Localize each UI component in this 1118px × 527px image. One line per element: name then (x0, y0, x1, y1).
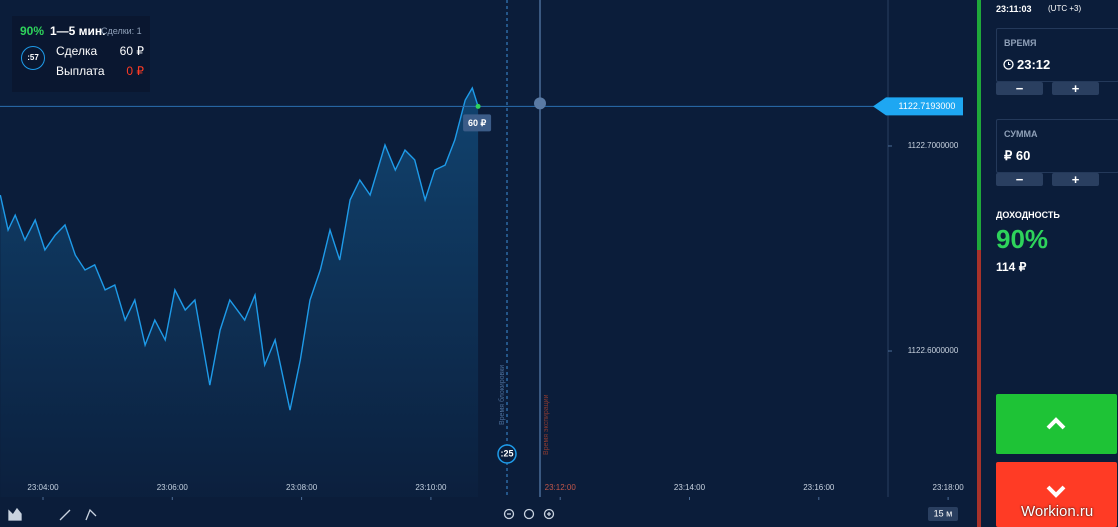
x-tick-label: 23:12:00 (545, 483, 577, 492)
down-button[interactable] (996, 462, 1117, 527)
y-tick-label: 1122.6000000 (908, 346, 959, 355)
time-field[interactable]: ВРЕМЯ 23:12 (996, 28, 1118, 82)
countdown-ring (497, 444, 517, 464)
payout-label: Выплата (56, 64, 105, 78)
clock: 23:11:03 (996, 4, 1032, 14)
timeframe-button[interactable] (928, 507, 958, 521)
toolbar[interactable] (8, 507, 555, 521)
buy-tag-bg (463, 114, 492, 132)
amount-value: ₽ 60 (1004, 148, 1031, 163)
up-button[interactable] (996, 394, 1117, 454)
deal-value: 60 ₽ (119, 44, 144, 58)
payout-value: 0 ₽ (126, 64, 144, 78)
deal-panel: 90% 1—5 мин. Сделки: 1 :57 Сделка 60 ₽ В… (12, 16, 150, 92)
price-area (0, 88, 479, 497)
price-tag-label: 1122.7193000 (899, 101, 956, 111)
time-plus[interactable]: + (1052, 82, 1099, 95)
watermark: Workion.ru (1021, 503, 1094, 520)
y-tick-label: 1122.7000000 (908, 141, 959, 150)
lock-label: Время блокировки (498, 365, 506, 425)
price-tag (873, 97, 963, 116)
time-value: 23:12 (1017, 57, 1051, 72)
amount-plus[interactable]: + (1052, 173, 1099, 186)
chart: Время блокировки Время экспирации :25 15… (0, 0, 965, 521)
buy-tag: 60 ₽ (468, 118, 487, 128)
x-tick-label: 23:14:00 (674, 483, 706, 492)
yield-percent: 90% (996, 224, 1049, 254)
sentiment-up (977, 0, 981, 250)
timezone: (UTC +3) (1048, 4, 1082, 13)
amount-field[interactable]: СУММА ₽ 60 (996, 119, 1118, 173)
sidebar: 23:11:03 (UTC +3) ВРЕМЯ 23:12 − + СУММА ₽ … (985, 0, 1118, 527)
x-tick-label: 23:16:00 (803, 483, 835, 492)
yield-label: ДОХОДНОСТЬ (996, 210, 1060, 220)
sentiment-down (977, 250, 981, 527)
countdown: :25 (500, 448, 513, 458)
price-line (0, 86, 479, 411)
deal-duration: 1—5 мин. (50, 24, 106, 38)
expiry-marker (534, 97, 546, 110)
amount-label: СУММА (1004, 129, 1038, 139)
deal-count: Сделки: 1 (101, 26, 142, 36)
entry-point (475, 103, 481, 109)
time-label: ВРЕМЯ (1004, 38, 1037, 48)
clock-icon (1003, 59, 1014, 70)
x-tick-label: 23:18:00 (933, 483, 965, 492)
deal-timer: :57 (21, 46, 45, 70)
amount-minus[interactable]: − (996, 173, 1043, 186)
timeframe[interactable]: 15 м (934, 508, 953, 518)
expiry-label: Время экспирации (543, 394, 550, 455)
yield-amount: 114 ₽ (996, 260, 1027, 274)
deal-percent: 90% (20, 24, 45, 38)
time-minus[interactable]: − (996, 82, 1043, 95)
deal-label: Сделка (56, 44, 98, 58)
